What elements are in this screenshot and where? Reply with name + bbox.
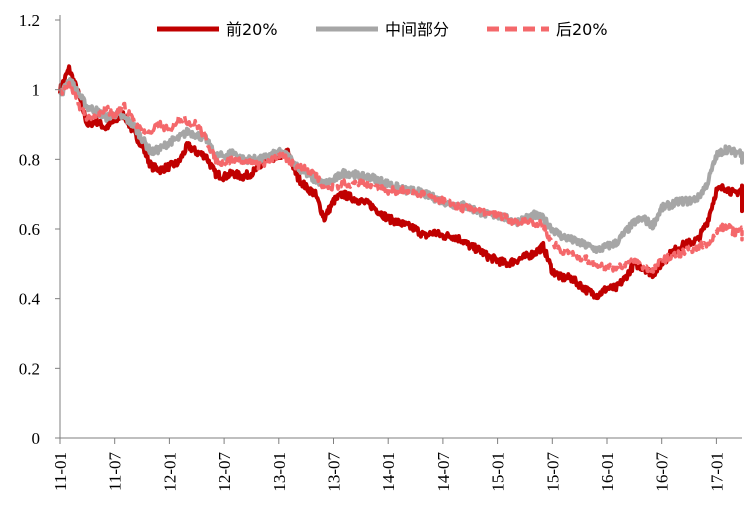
legend: 前20% 中间部分 后20% [157,20,608,39]
x-tick-label: 12-01 [160,452,179,492]
series-line-2 [58,79,744,276]
axes-layer: 0 0.2 0.4 0.6 0.8 1 1.2 11-01 11-07 12-01 12-07 13-… [19,11,742,492]
x-tick-label: 13-01 [270,452,289,492]
x-tick-label: 12-07 [215,452,234,492]
legend-label-2: 后20% [556,20,608,39]
y-tick-label: 0.6 [19,220,40,239]
y-tick-label: 0.2 [19,359,40,378]
series-line-0 [58,64,744,301]
x-tick-label: 15-07 [543,452,562,492]
y-tick-label: 1 [32,81,41,100]
x-tick-label: 17-01 [707,452,726,492]
x-tick-label: 14-01 [379,452,398,492]
y-tick-label: 1.2 [19,11,40,30]
x-tick-label: 11-01 [51,452,70,491]
series-layer [58,64,744,301]
x-tick-label: 11-07 [106,452,125,492]
x-tick-label: 15-01 [489,452,508,492]
legend-label-0: 前20% [226,20,278,39]
x-tick-label: 16-07 [653,452,672,492]
legend-label-1: 中间部分 [385,20,449,39]
y-tick-label: 0 [32,429,41,448]
x-tick-label: 14-07 [434,452,453,492]
x-tick-label: 16-01 [598,452,617,492]
x-tick-label: 13-07 [325,452,344,492]
y-tick-label: 0.4 [19,290,41,309]
y-tick-label: 0.8 [19,150,40,169]
